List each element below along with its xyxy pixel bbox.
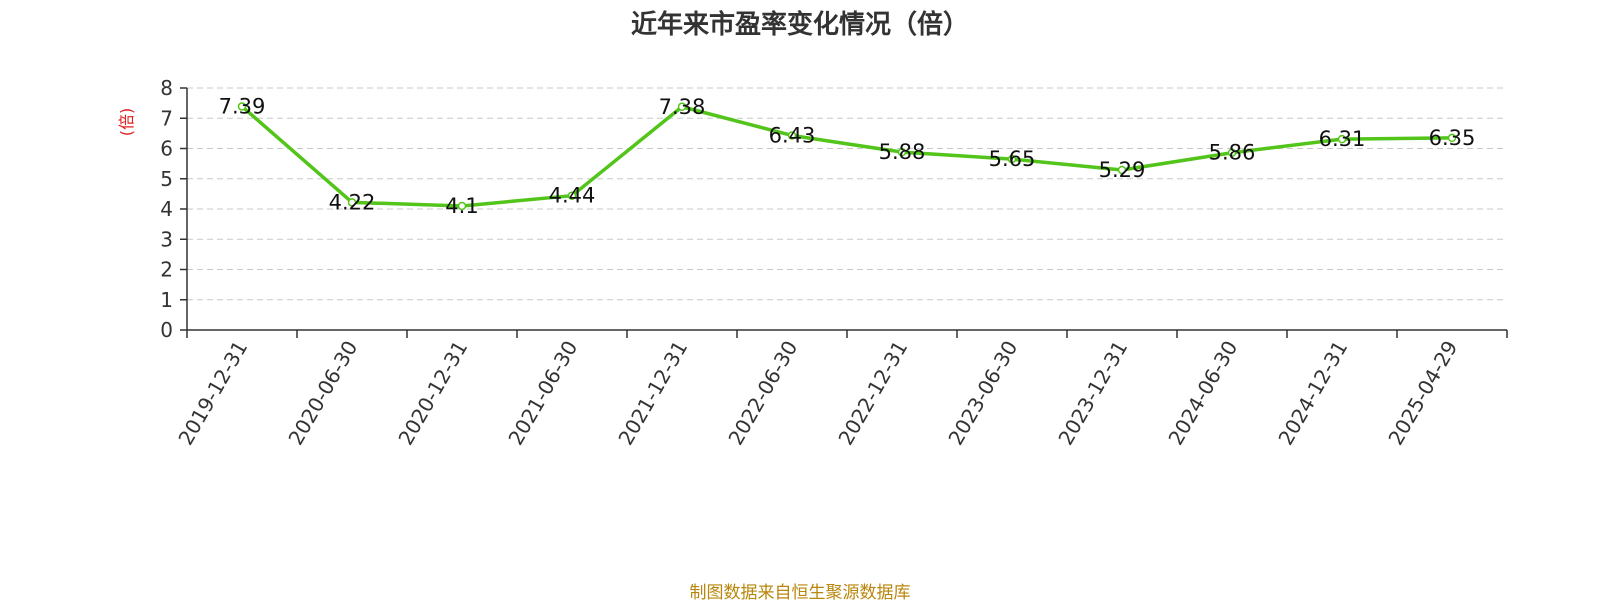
data-labels: 7.39 4.22 4.1 4.44 7.38 6.43 5.88 5.65 5.29 5.86 6… xyxy=(219,94,1476,218)
data-label: 5.29 xyxy=(1099,158,1146,182)
x-tick-label: 2020-12-31 xyxy=(393,337,472,450)
y-tick-label: 5 xyxy=(160,167,173,191)
y-tick-label: 4 xyxy=(160,197,173,221)
x-tick-label: 2023-12-31 xyxy=(1053,337,1132,450)
data-point xyxy=(1447,133,1457,143)
data-point xyxy=(237,102,247,111)
data-label: 7.38 xyxy=(659,95,706,119)
data-label: 5.65 xyxy=(989,147,1036,171)
x-tick-label: 2022-12-31 xyxy=(833,337,912,450)
y-tick-label: 6 xyxy=(160,137,173,161)
y-tick-label: 3 xyxy=(160,227,173,251)
source-note: 制图数据来自恒生聚源数据库 xyxy=(689,583,911,603)
x-tick-label: 2022-06-30 xyxy=(723,337,802,450)
x-tick-label: 2021-12-31 xyxy=(613,337,692,450)
y-axis-title: (倍) xyxy=(117,108,136,137)
data-label: 5.86 xyxy=(1209,141,1256,165)
data-point xyxy=(457,201,467,211)
data-label: 7.39 xyxy=(219,94,266,118)
y-tick-label: 1 xyxy=(160,288,173,312)
x-tick-label: 2021-06-30 xyxy=(503,337,582,450)
series-line xyxy=(237,102,1457,211)
data-label: 6.31 xyxy=(1319,127,1366,151)
y-tick-label: 2 xyxy=(160,258,173,282)
data-label: 5.88 xyxy=(879,140,926,164)
data-label: 6.43 xyxy=(769,123,816,147)
data-point xyxy=(567,191,577,200)
x-tick-label: 2019-12-31 xyxy=(173,337,252,450)
y-tick-label: 8 xyxy=(160,76,173,100)
data-point xyxy=(1337,134,1347,144)
data-point xyxy=(677,102,687,112)
x-tick-label: 2020-06-30 xyxy=(283,337,362,450)
data-point xyxy=(1007,154,1017,164)
grid-lines xyxy=(187,87,1507,301)
x-tick-label: 2024-12-31 xyxy=(1273,337,1352,450)
data-label: 6.35 xyxy=(1429,126,1476,150)
data-point xyxy=(897,147,907,157)
x-tick-label: 2024-06-30 xyxy=(1163,337,1242,450)
data-point xyxy=(1227,148,1237,157)
data-point xyxy=(1117,165,1127,175)
data-point xyxy=(787,131,797,140)
data-label: 4.1 xyxy=(445,194,478,218)
data-point xyxy=(347,198,357,207)
y-tick-label: 0 xyxy=(160,318,173,342)
series-line xyxy=(240,104,1454,208)
data-label: 4.44 xyxy=(549,184,596,208)
x-tick-label: 2025-04-29 xyxy=(1383,337,1462,450)
y-tick-label: 7 xyxy=(160,106,173,130)
data-label: 4.22 xyxy=(329,190,376,214)
chart-title: 近年来市盈率变化情况（倍） xyxy=(630,10,969,40)
x-tick-label: 2023-06-30 xyxy=(943,337,1022,450)
axes: 0 1 2 3 4 5 6 7 8 2019-12-31 2020-06-30 2020-12-31 2… xyxy=(160,76,1508,450)
